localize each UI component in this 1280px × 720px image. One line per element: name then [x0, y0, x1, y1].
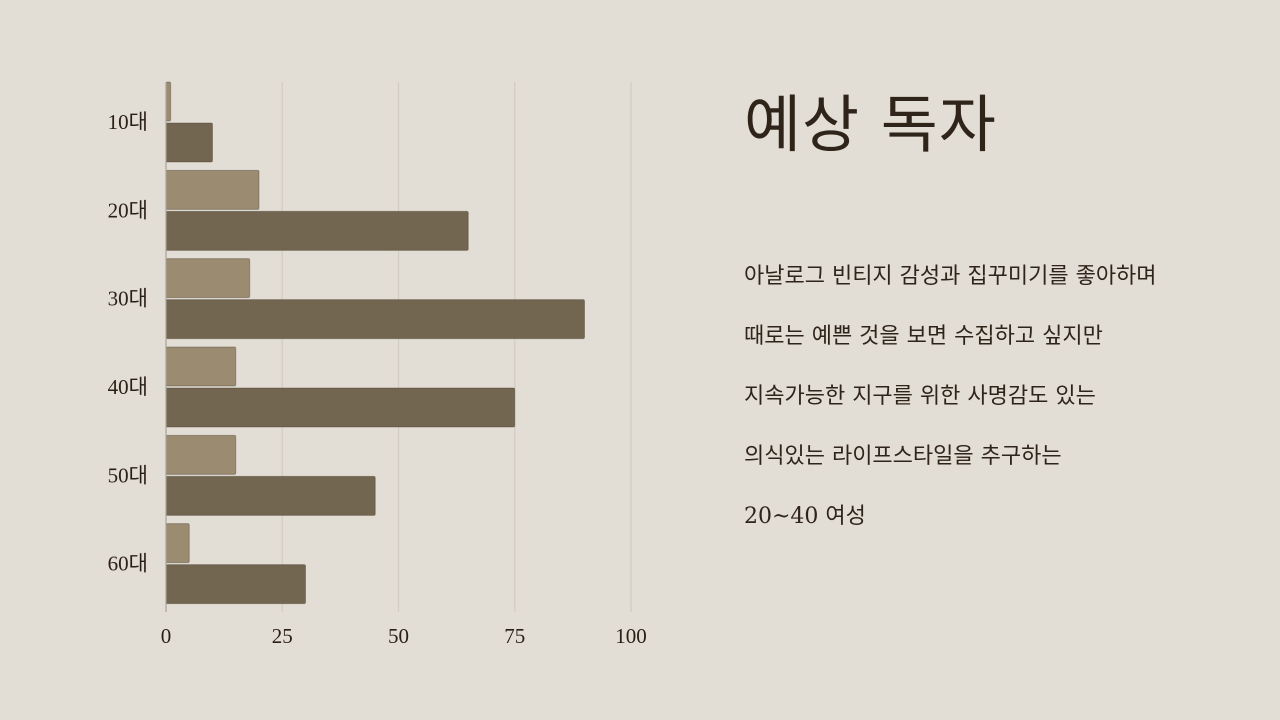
description-line: 의식있는 라이프스타일을 추구하는 [744, 444, 1062, 469]
bar [165, 258, 251, 299]
bar [165, 122, 213, 163]
category-label: 50대 [108, 463, 148, 487]
bar-chart: 10대 20대 30대 40대 50대 60대 0 25 50 75 100 [108, 81, 647, 648]
description-line: 때로는 예쁜 것을 보면 수집하고 싶지만 [744, 324, 1103, 349]
category-label: 10대 [108, 110, 148, 134]
category-label: 30대 [108, 287, 148, 311]
bar [165, 475, 376, 516]
bar [165, 169, 260, 210]
description-list: 아날로그 빈티지 감성과 집꾸미기를 좋아하며 때로는 예쁜 것을 보면 수집하… [744, 258, 1157, 558]
description-line: 20~40 여성 [744, 504, 866, 529]
bar [165, 346, 237, 387]
bar [165, 523, 190, 564]
x-tick-label: 100 [615, 624, 647, 648]
category-label: 40대 [108, 375, 148, 399]
bar [165, 210, 469, 251]
x-tick-label: 0 [161, 624, 172, 648]
bar [165, 564, 306, 605]
bar [165, 387, 516, 428]
description-line: 아날로그 빈티지 감성과 집꾸미기를 좋아하며 [744, 264, 1157, 289]
description-line: 지속가능한 지구를 위한 사명감도 있는 [744, 384, 1096, 409]
page-title: 예상 독자 [744, 88, 997, 161]
x-tick-label: 50 [388, 624, 409, 648]
category-label: 20대 [108, 198, 148, 222]
x-tick-label: 75 [504, 624, 525, 648]
x-tick-label: 25 [272, 624, 293, 648]
bar [165, 299, 585, 340]
bar [165, 81, 172, 122]
category-label: 60대 [108, 552, 148, 576]
bar [165, 434, 237, 475]
